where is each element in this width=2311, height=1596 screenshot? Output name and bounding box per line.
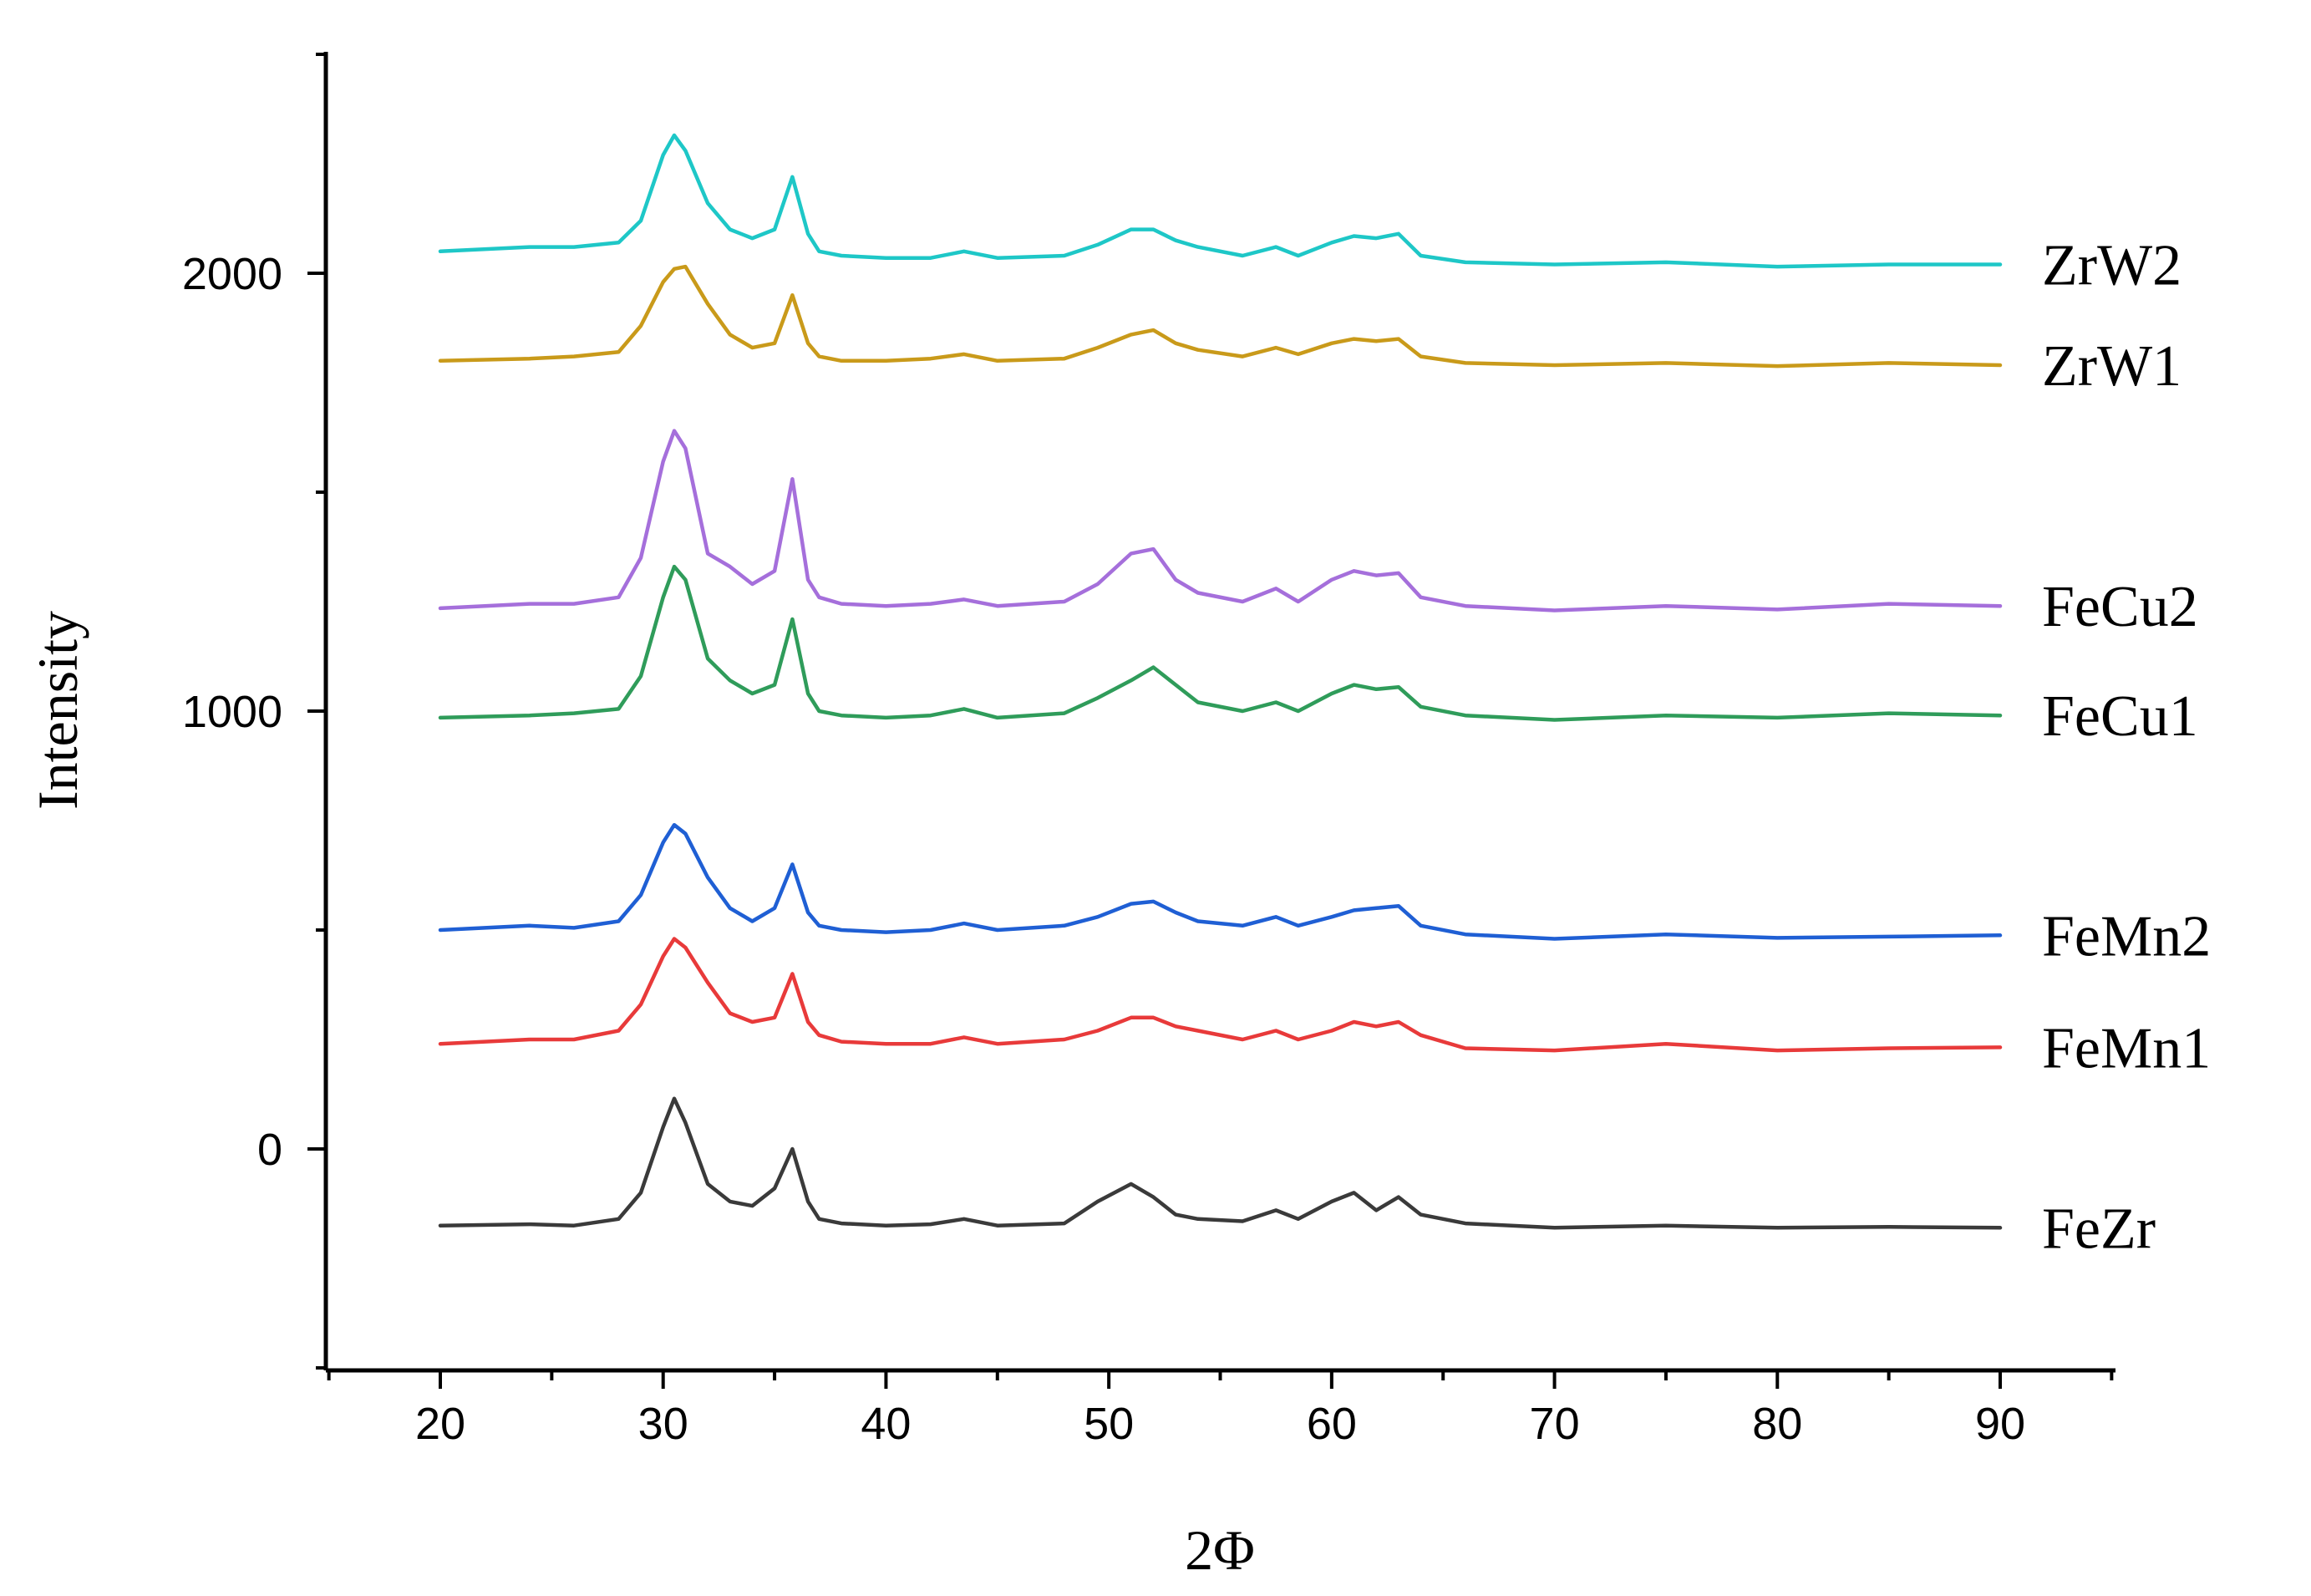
y-axis-title: Intensity (26, 611, 89, 810)
x-tick-label-30: 30 (638, 1399, 688, 1449)
series-line-fecu1 (438, 564, 2003, 722)
x-axis-title: 2Φ (1185, 1518, 1255, 1582)
x-tick-label-90: 90 (1975, 1399, 2025, 1449)
x-tick-label-60: 60 (1307, 1399, 1357, 1449)
x-tick-label-40: 40 (861, 1399, 911, 1449)
y-tick-label-0: 0 (257, 1125, 282, 1175)
y-tick-label-1000: 1000 (182, 687, 282, 737)
x-tick-label-80: 80 (1752, 1399, 1802, 1449)
series-label-fezr: FeZr (2042, 1197, 2156, 1261)
y-ticks: 0 1000 2000 (182, 53, 326, 1370)
series-label-femn2: FeMn2 (2042, 904, 2211, 968)
series-labels: FeZr FeMn1 FeMn2 FeCu1 FeCu2 ZrW1 ZrW2 (2042, 234, 2211, 1262)
series-line-zrw1 (438, 264, 2003, 369)
series-line-femn2 (438, 822, 2003, 941)
series-line-zrw2 (438, 133, 2003, 269)
series-line-fecu2 (438, 429, 2003, 612)
x-tick-label-50: 50 (1084, 1399, 1134, 1449)
series-label-femn1: FeMn1 (2042, 1016, 2211, 1080)
x-tick-label-70: 70 (1530, 1399, 1580, 1449)
series-label-fecu2: FeCu2 (2042, 575, 2198, 639)
x-ticks: 20 30 40 50 60 70 80 90 (327, 1370, 2114, 1449)
x-tick-label-20: 20 (415, 1399, 465, 1449)
y-tick-label-2000: 2000 (182, 249, 282, 299)
series-line-femn1 (438, 937, 2003, 1053)
series-group (438, 133, 2003, 1230)
series-line-fezr (438, 1096, 2003, 1230)
series-label-zrw2: ZrW2 (2042, 234, 2181, 298)
series-label-zrw1: ZrW1 (2042, 334, 2181, 399)
series-label-fecu1: FeCu1 (2042, 684, 2198, 749)
